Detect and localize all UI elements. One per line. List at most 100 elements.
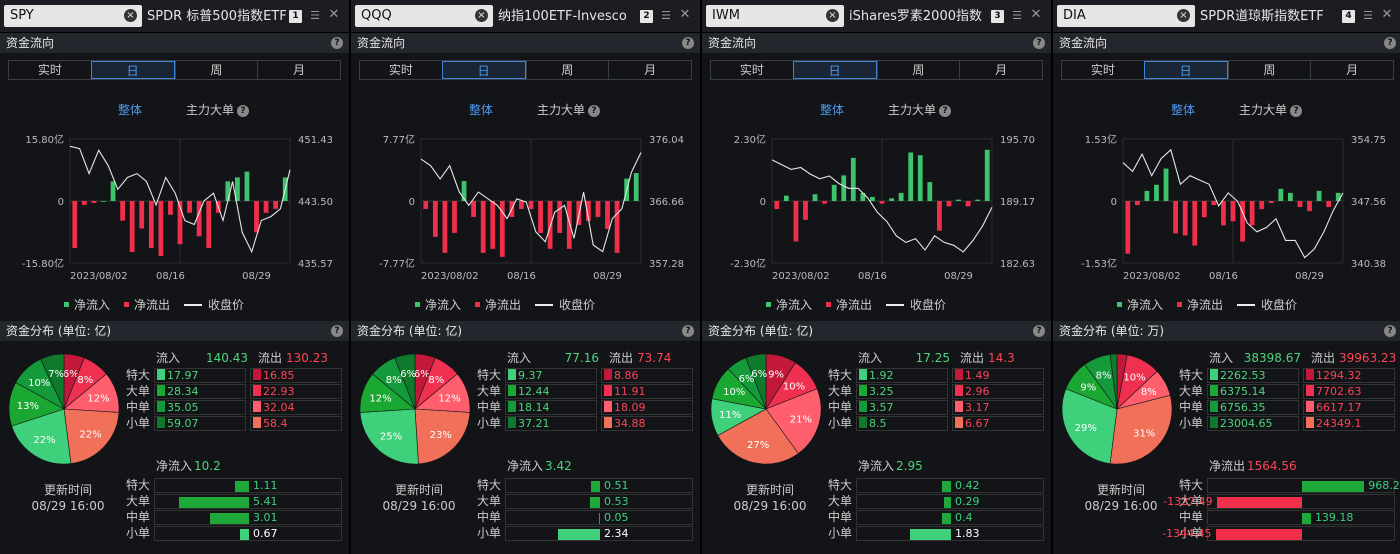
help-icon[interactable]: ? (682, 37, 694, 49)
help-icon[interactable]: ? (331, 37, 343, 49)
help-icon[interactable]: ? (1384, 325, 1396, 337)
pie-slice-label: 8% (1141, 387, 1157, 398)
net-flow-row: 大单 -1327.49 (1163, 493, 1399, 509)
mode-main-tab[interactable]: 主力大单? (537, 101, 601, 119)
symbol-input[interactable]: DIA × (1057, 5, 1195, 27)
pie-slice-label: 25% (380, 432, 402, 443)
dist-title-suffix: ) (808, 324, 814, 338)
help-icon[interactable]: ? (331, 325, 343, 337)
period-tab[interactable]: 月 (608, 61, 691, 79)
outflow-swatch (604, 385, 612, 396)
y-right-tick: 347.56 (1351, 197, 1386, 208)
help-icon[interactable]: ? (1384, 37, 1396, 49)
mode-overall-tab[interactable]: 整体 (469, 103, 494, 117)
update-time-block: 更新时间 08/29 16:00 (1073, 482, 1169, 514)
clear-icon[interactable]: × (124, 9, 137, 22)
inflow-cell: 37.21 (505, 416, 597, 431)
period-tab[interactable]: 实时 (1090, 63, 1115, 77)
close-price-line (69, 145, 291, 254)
period-tab[interactable]: 月 (257, 61, 340, 79)
legend-outflow: 净流出 (826, 298, 872, 312)
net-flow-row: 中单 139.18 (1179, 509, 1399, 525)
pie-slice-label: 27% (747, 440, 769, 451)
size-label: 中单 (1179, 510, 1204, 524)
period-tab[interactable]: 月 (1310, 61, 1393, 79)
flow-bar (1268, 201, 1274, 204)
close-icon[interactable]: ✕ (328, 7, 340, 22)
capital-flow-header: 资金流向? (702, 33, 1051, 53)
panel-tab-bar: SPY × SPDR 标普500指数ETF 1 ☰ ✕ (0, 0, 349, 33)
period-tab[interactable]: 周 (525, 61, 609, 79)
flow-bar (1297, 201, 1303, 208)
period-tab[interactable]: 周 (1227, 61, 1311, 79)
net-flow-row: 特大 968.21 (1179, 477, 1400, 493)
clear-icon[interactable]: × (1177, 9, 1190, 22)
flow-bar (423, 201, 429, 209)
mode-main-tab[interactable]: 主力大单? (186, 101, 250, 119)
settings-icon[interactable]: ☰ (1363, 9, 1373, 22)
help-icon[interactable]: ? (588, 105, 601, 117)
symbol-input[interactable]: QQQ × (355, 5, 493, 27)
help-icon[interactable]: ? (237, 105, 250, 117)
chart-legend: 净流入 净流出 收盘价 (64, 296, 258, 314)
distribution-pie: 6%8% 12% 22% 22% 13% 10%7% (8, 353, 120, 465)
flow-bar (158, 201, 164, 256)
distribution-row: 中单 6756.35 6617.17 (1179, 399, 1399, 415)
size-label: 中单 (126, 510, 151, 524)
mode-overall-tab[interactable]: 整体 (118, 103, 143, 117)
help-icon[interactable]: ? (1033, 325, 1045, 337)
inflow-total: 17.25 (915, 351, 951, 365)
clear-icon[interactable]: × (475, 9, 488, 22)
size-label: 大单 (126, 384, 151, 398)
close-icon[interactable]: ✕ (1030, 7, 1042, 22)
settings-icon[interactable]: ☰ (661, 9, 671, 22)
y-right-tick: 443.50 (298, 197, 333, 208)
legend-outflow-label: 净流出 (485, 298, 522, 312)
period-tab[interactable]: 周 (174, 61, 258, 79)
period-tab[interactable]: 日 (90, 61, 175, 79)
help-icon[interactable]: ? (1033, 37, 1045, 49)
help-icon[interactable]: ? (1290, 105, 1303, 117)
pie-slice-label: 22% (79, 429, 101, 440)
close-icon[interactable]: ✕ (679, 7, 691, 22)
outflow-swatch (955, 401, 963, 412)
mode-overall-tab[interactable]: 整体 (1171, 103, 1196, 117)
period-tabs: 实时 日周月 (8, 60, 341, 80)
legend-outflow-label: 净流出 (134, 298, 171, 312)
outflow-swatch (1306, 417, 1314, 428)
inflow-swatch (859, 369, 867, 380)
period-tab[interactable]: 实时 (37, 63, 62, 77)
symbol-input[interactable]: IWM × (706, 5, 844, 27)
flow-bar (1288, 192, 1293, 201)
flow-bar (187, 201, 192, 213)
period-tab[interactable]: 日 (441, 61, 526, 79)
settings-icon[interactable]: ☰ (310, 9, 320, 22)
net-bar-box: -1344.45 (1162, 526, 1395, 541)
period-tab[interactable]: 日 (1143, 61, 1228, 79)
clear-icon[interactable]: × (826, 9, 839, 22)
flow-bar (1134, 201, 1140, 206)
mode-overall-tab[interactable]: 整体 (820, 103, 845, 117)
help-icon[interactable]: ? (939, 105, 952, 117)
flow-bar (586, 201, 591, 221)
outflow-value: 3.17 (965, 401, 990, 414)
period-tab[interactable]: 月 (959, 61, 1042, 79)
period-tab[interactable]: 实时 (739, 63, 764, 77)
period-tab[interactable]: 周 (876, 61, 960, 79)
net-bar (557, 529, 600, 540)
legend-close-label: 收盘价 (559, 298, 596, 312)
inflow-swatch (508, 401, 516, 412)
symbol-input[interactable]: SPY × (4, 5, 142, 27)
x-date-tick: 08/29 (944, 271, 973, 282)
y-left-tick: 0 (760, 197, 766, 208)
period-tab[interactable]: 实时 (388, 63, 413, 77)
flow-chart: 15.80亿 0 -15.80亿 451.43 443.50 435.57 2023/08/… (22, 133, 333, 282)
pie-slice-label: 13% (17, 401, 39, 412)
flow-bar (1163, 168, 1169, 201)
period-tab[interactable]: 日 (792, 61, 877, 79)
help-icon[interactable]: ? (682, 325, 694, 337)
settings-icon[interactable]: ☰ (1012, 9, 1022, 22)
mode-main-tab[interactable]: 主力大单? (1239, 101, 1303, 119)
close-icon[interactable]: ✕ (1381, 7, 1393, 22)
mode-main-tab[interactable]: 主力大单? (888, 101, 952, 119)
